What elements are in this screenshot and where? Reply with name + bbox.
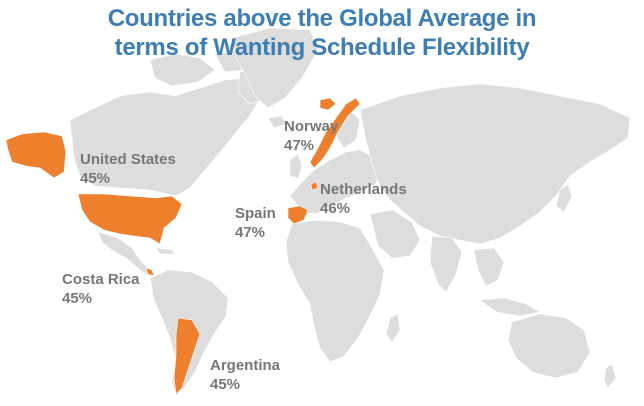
land-australia [507, 313, 591, 379]
highlighted-countries [5, 97, 361, 395]
land-canada [69, 77, 266, 197]
land-india [429, 235, 463, 293]
label-netherlands-name: Netherlands [320, 181, 407, 198]
country-netherlands [310, 181, 319, 191]
label-netherlands: Netherlands 46% [320, 180, 407, 218]
label-norway-value: 47% [284, 137, 315, 154]
land-iceland [267, 115, 287, 129]
label-norway: Norway 47% [284, 117, 338, 155]
map-title-line2: terms of Wanting Schedule Flexibility [114, 34, 530, 61]
land-mexico [97, 231, 151, 277]
label-united-states-name: United States [80, 151, 176, 168]
label-argentina-value: 45% [210, 376, 241, 393]
label-argentina: Argentina 45% [210, 356, 280, 394]
label-argentina-name: Argentina [210, 357, 281, 374]
land-asia [359, 83, 631, 245]
label-spain-value: 47% [235, 224, 266, 241]
country-alaska [5, 131, 67, 179]
label-netherlands-value: 46% [320, 200, 351, 217]
country-norway-svalbard [319, 97, 337, 111]
label-costa-rica-value: 45% [62, 290, 93, 307]
land-indonesia [479, 297, 541, 317]
land-madagascar [385, 313, 401, 343]
land-masses [69, 27, 631, 397]
map-title: Countries above the Global Average in te… [0, 4, 644, 62]
label-norway-name: Norway [284, 118, 339, 135]
land-middle-east [369, 209, 421, 259]
map-title-line1: Countries above the Global Average in [107, 5, 537, 32]
country-argentina [173, 317, 201, 395]
land-new-zealand [603, 363, 617, 389]
land-uk [289, 153, 303, 179]
label-spain: Spain 47% [235, 204, 276, 242]
land-africa [285, 219, 385, 363]
land-japan [555, 183, 573, 213]
label-united-states-value: 45% [80, 170, 111, 187]
label-spain-name: Spain [235, 205, 276, 222]
label-costa-rica-name: Costa Rica [62, 271, 140, 288]
label-costa-rica: Costa Rica 45% [62, 270, 140, 308]
country-norway [309, 97, 361, 169]
label-united-states: United States 45% [80, 150, 176, 188]
country-spain [287, 205, 309, 225]
land-cuba [155, 247, 177, 255]
land-se-asia [473, 247, 505, 287]
country-united-states [77, 193, 183, 245]
country-costa-rica [145, 267, 155, 277]
land-arctic-islands [149, 53, 216, 87]
land-greenland [231, 27, 319, 109]
